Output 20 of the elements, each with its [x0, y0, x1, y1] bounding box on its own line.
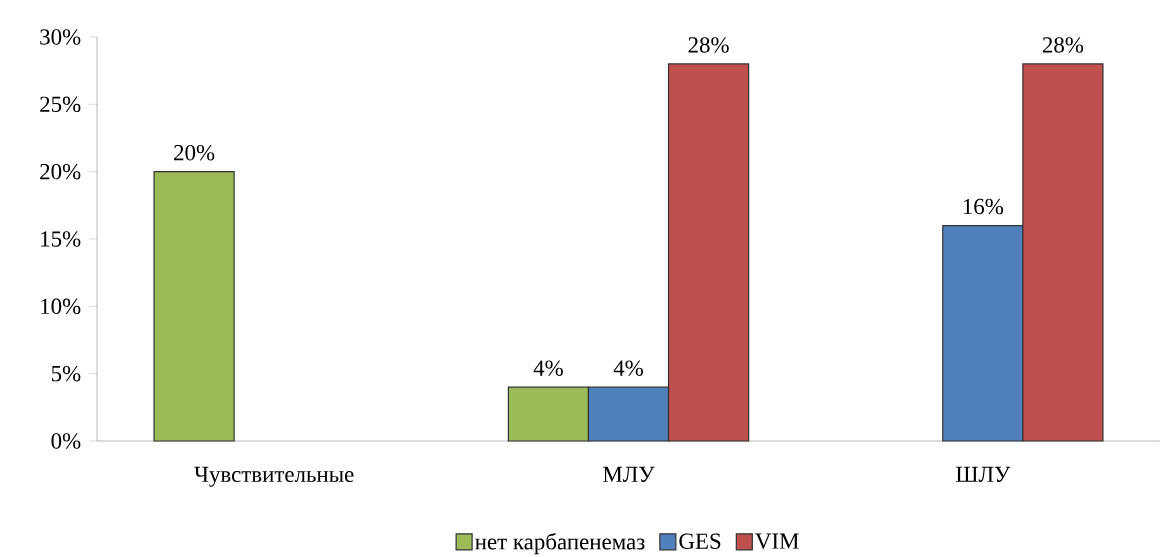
data-label: 4% — [613, 360, 643, 376]
data-label: 28% — [688, 37, 729, 53]
y-tick-label: 20% — [40, 163, 81, 180]
data-label: 20% — [174, 144, 215, 161]
y-tick-label: 0% — [51, 433, 81, 449]
y-tick-label: 10% — [41, 298, 81, 315]
data-label: 28% — [1042, 37, 1084, 53]
legend-label: GES — [679, 533, 721, 549]
y-tick-label: 5% — [51, 365, 81, 382]
y-tick-label: 30% — [40, 29, 81, 45]
x-tick-label: МЛУ — [603, 466, 655, 483]
data-label: 16% — [963, 198, 1004, 215]
legend-label: нет карбапенемаз — [475, 532, 645, 555]
bar — [153, 171, 235, 442]
y-tick-label: 25% — [40, 96, 81, 113]
y-tick-label: 15% — [41, 231, 81, 247]
x-tick-label: ШЛУ — [956, 466, 1011, 483]
x-tick-label: Чувствительные — [194, 466, 354, 487]
legend-label: VIM — [755, 533, 799, 549]
data-label: 4% — [533, 360, 563, 376]
